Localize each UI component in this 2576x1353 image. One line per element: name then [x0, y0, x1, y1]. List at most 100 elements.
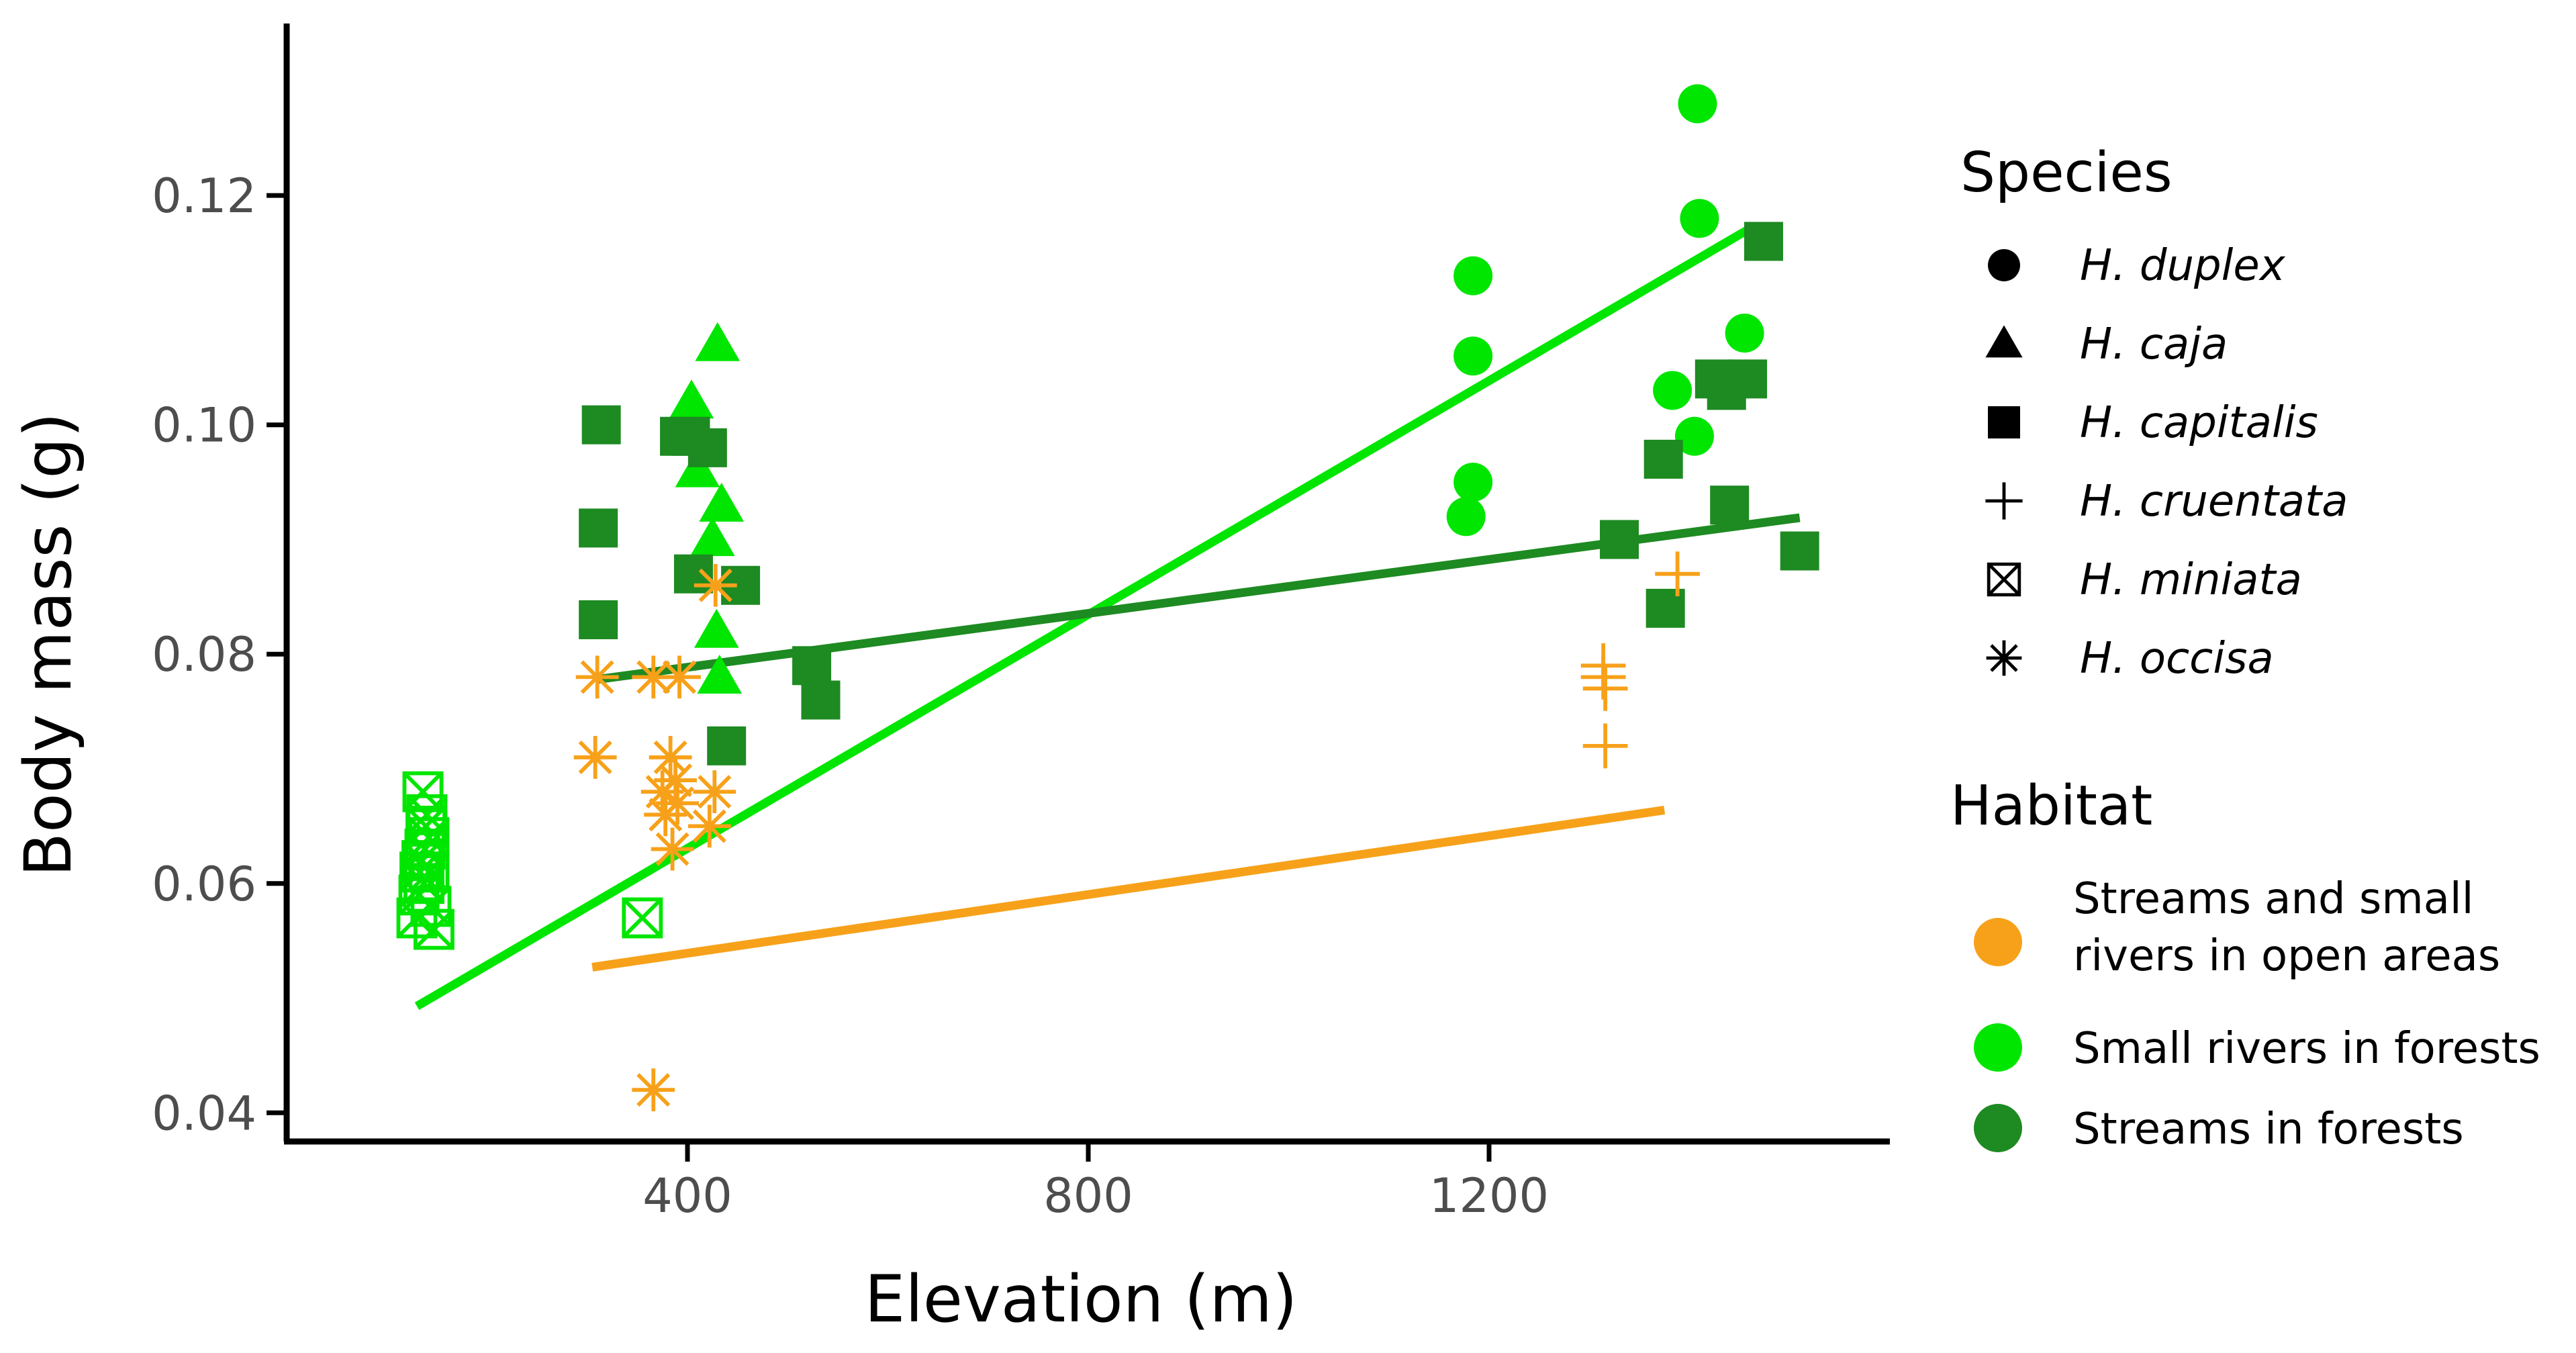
data-point — [1728, 359, 1768, 399]
y-tick-label: 0.10 — [152, 398, 256, 453]
series-h-capitalis — [579, 222, 1819, 765]
circle-icon — [1988, 249, 2020, 281]
data-point — [581, 405, 621, 445]
legend-species-item: H. capitalis — [1988, 398, 2318, 448]
data-point — [622, 897, 663, 939]
data-point — [658, 655, 701, 699]
data-point — [801, 680, 841, 720]
boxx-icon — [1987, 562, 2021, 597]
legend-species-item: H. caja — [1985, 320, 2228, 369]
data-point — [406, 805, 446, 847]
legend-habitat-label: rivers in open areas — [2073, 931, 2500, 981]
series-h-cruentata — [1580, 551, 1700, 769]
series-h-caja — [669, 322, 745, 694]
legend-habitat-label: Streams in forests — [2073, 1105, 2464, 1154]
series-h-duplex — [1446, 84, 1764, 536]
data-point — [1678, 84, 1717, 124]
legend-species-item: H. miniata — [1987, 555, 2302, 605]
habitat-swatch-icon — [1974, 1104, 2022, 1152]
data-point — [579, 600, 618, 639]
data-point — [687, 428, 727, 467]
y-tick-label: 0.12 — [152, 169, 256, 224]
ticks: 400 800 1200 0.04 0.06 0.08 0.10 0.12 — [152, 169, 1549, 1223]
legend-species-label: H. miniata — [2080, 555, 2302, 605]
data-points — [396, 84, 1819, 1112]
legend-species-item: H. cruentata — [1985, 477, 2348, 526]
legend-species-label: H. caja — [2080, 320, 2228, 369]
legend-habitat-title: Habitat — [1950, 774, 2152, 838]
habitat-swatch-icon — [1974, 1023, 2022, 1072]
legend-species-item: H. duplex — [1988, 241, 2286, 291]
data-point — [697, 655, 743, 694]
x-axis-title: Elevation (m) — [865, 1262, 1298, 1337]
data-point — [399, 851, 440, 893]
habitat-swatch-icon — [1974, 918, 2022, 966]
series-h-miniata — [396, 771, 663, 950]
legend-species-label: H. duplex — [2080, 241, 2286, 291]
data-point — [413, 908, 455, 950]
data-point — [792, 646, 832, 686]
data-point — [1744, 222, 1783, 261]
data-point — [651, 827, 694, 871]
data-point — [694, 608, 739, 648]
data-point — [575, 655, 619, 699]
legend-species-label: H. cruentata — [2080, 477, 2348, 526]
data-point — [632, 1068, 675, 1112]
data-point — [1582, 723, 1628, 769]
legend-habitat: Habitat Streams and small rivers in open … — [1950, 774, 2540, 1154]
y-axis-title: Body mass (g) — [11, 412, 86, 877]
legend-habitat-item: Streams in forests — [1974, 1104, 2464, 1154]
data-point — [694, 563, 737, 607]
data-point — [687, 804, 731, 848]
legend-habitat-label: Small rivers in forests — [2073, 1024, 2540, 1074]
asterisk-icon — [1986, 640, 2022, 676]
y-tick-label: 0.06 — [152, 857, 256, 912]
data-point — [1453, 256, 1493, 295]
legend-habitat-item: Small rivers in forests — [1974, 1023, 2540, 1074]
y-tick-label: 0.08 — [152, 627, 256, 682]
square-icon — [1988, 406, 2020, 438]
series-h-occisa — [573, 563, 737, 1112]
data-point — [1725, 314, 1764, 353]
x-tick-label: 1200 — [1429, 1168, 1549, 1223]
x-tick-label: 800 — [1043, 1168, 1133, 1223]
data-point — [669, 379, 714, 419]
data-point — [673, 554, 713, 594]
data-point — [1674, 416, 1714, 456]
trendline-open — [591, 806, 1666, 972]
data-point — [1655, 551, 1700, 597]
data-point — [1653, 371, 1692, 410]
data-point — [1643, 439, 1683, 479]
data-point — [1780, 531, 1819, 571]
data-point — [695, 322, 741, 361]
data-point — [1446, 497, 1486, 536]
plus-icon — [1985, 482, 2023, 520]
data-point — [1600, 520, 1639, 559]
legend-species-title: Species — [1960, 141, 2173, 205]
data-point — [1453, 336, 1493, 376]
data-point — [579, 508, 618, 548]
legend-habitat-item: Streams and small rivers in open areas — [1974, 874, 2500, 981]
legend-species: Species H. duplex H. caja H. capitalis H. c… — [1960, 141, 2348, 684]
x-tick-label: 400 — [642, 1168, 732, 1223]
data-point — [1680, 199, 1719, 238]
data-point — [693, 770, 736, 814]
data-point — [1580, 655, 1626, 700]
legend-species-label: H. capitalis — [2080, 398, 2318, 448]
legend-species-item: H. occisa — [1986, 634, 2274, 684]
legend-species-label: H. occisa — [2080, 634, 2274, 684]
data-point — [707, 726, 747, 765]
data-point — [689, 517, 735, 557]
data-point — [573, 736, 617, 779]
data-point — [1710, 485, 1750, 525]
axes — [283, 24, 1890, 1145]
data-point — [699, 482, 745, 522]
legend-habitat-label: Streams and small — [2073, 874, 2473, 924]
y-tick-label: 0.04 — [152, 1086, 256, 1141]
data-point — [675, 448, 720, 487]
triangle-icon — [1985, 325, 2023, 358]
data-point — [644, 793, 687, 837]
data-point — [1453, 463, 1493, 502]
data-point — [1582, 666, 1628, 711]
